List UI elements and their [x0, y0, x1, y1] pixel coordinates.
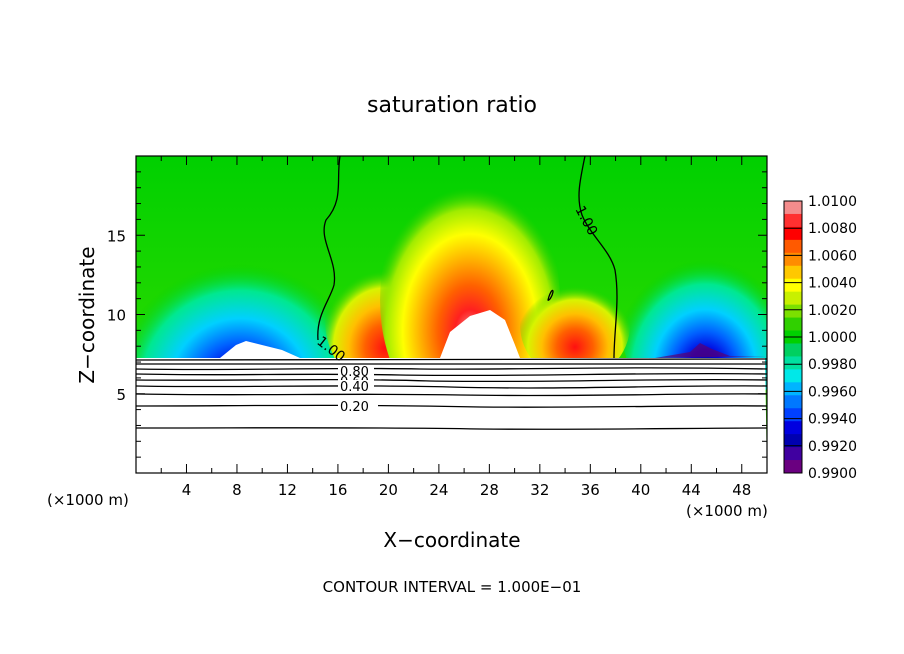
colorbar-swatch [784, 252, 802, 267]
chart-title: saturation ratio [367, 93, 537, 118]
contour-line-small [547, 289, 554, 301]
colorbar-label: 1.0040 [808, 276, 857, 292]
colorbar-label: 1.0080 [808, 221, 857, 237]
x-tick-label: 44 [682, 481, 701, 499]
contour-line-0.70 [136, 367, 767, 371]
colorbar-swatch [784, 304, 802, 319]
contour-line-0.20 [136, 404, 767, 408]
colorbar-swatch [784, 239, 802, 254]
colorbar-label: 1.0020 [808, 303, 857, 319]
contour-lines [136, 156, 767, 430]
heatmap-field [136, 156, 767, 473]
warm-core-right [520, 270, 630, 380]
colorbar-label: 0.9900 [808, 466, 857, 482]
y-tick-label: 10 [107, 307, 126, 325]
colorbar-swatch [784, 395, 802, 409]
x-tick-label: 16 [328, 481, 347, 499]
colorbar-swatch [784, 343, 802, 357]
contour-line-0.10 [136, 427, 767, 430]
x-unit-label-left: (×1000 m) [47, 491, 129, 509]
y-axis-title: Z−coordinate [75, 246, 99, 383]
colorbar-label: 1.0060 [808, 248, 857, 264]
x-tick-label: 4 [182, 481, 192, 499]
x-tick-label: 8 [232, 481, 242, 499]
contour-line-0.30 [136, 393, 767, 397]
contour-line-0.90 [136, 358, 767, 361]
colorbar-swatch [784, 213, 802, 228]
colorbar-label: 1.0100 [808, 194, 857, 210]
contour-line-0.40 [136, 385, 767, 389]
colorbar-label: 0.9960 [808, 384, 857, 400]
colorbar-label: 0.9980 [808, 357, 857, 373]
colorbar-swatch [784, 382, 802, 396]
colorbar: 1.0100 1.0080 1.0060 1.0040 1.0020 1.0000 0.99… [783, 194, 857, 482]
contour-label-0.20: 0.20 [340, 400, 369, 415]
contour-line-1.00-right [578, 156, 618, 359]
colorbar-swatch [784, 317, 802, 332]
x-axis-title: X−coordinate [383, 528, 520, 552]
colorbar-label: 0.9920 [808, 439, 857, 455]
colorbar-swatch [784, 356, 802, 370]
x-tick-label: 36 [581, 481, 600, 499]
contour-line-0.50 [136, 378, 767, 383]
x-tick-label: 40 [631, 481, 650, 499]
y-axis-ticks: 5 10 15 [107, 171, 767, 458]
colorbar-swatch [784, 226, 802, 241]
colorbar-swatch [784, 421, 802, 435]
colorbar-swatch [784, 447, 802, 461]
colorbar-swatch [784, 460, 802, 474]
x-tick-label: 28 [480, 481, 499, 499]
x-unit-label-right: (×1000 m) [686, 502, 768, 520]
colorbar-swatch [784, 201, 802, 215]
colorbar-label: 1.0000 [808, 330, 857, 346]
colorbar-swatch [784, 291, 802, 306]
x-tick-label: 20 [379, 481, 398, 499]
x-axis-ticks: 4 8 12 16 20 24 28 32 36 40 44 48 [160, 156, 751, 499]
x-tick-label: 48 [732, 481, 751, 499]
contour-line-1.00-left [317, 156, 341, 341]
x-tick-label: 32 [530, 481, 549, 499]
contour-line-0.60 [136, 372, 767, 377]
colorbar-swatch [784, 278, 802, 293]
colorbar-swatch [784, 408, 802, 422]
contour-line-0.80 [136, 363, 767, 365]
saturated-region [440, 310, 520, 358]
colorbar-swatch [784, 434, 802, 448]
x-tick-label: 24 [429, 481, 448, 499]
y-tick-label: 15 [107, 227, 126, 245]
contour-interval-text: CONTOUR INTERVAL = 1.000E−01 [323, 578, 582, 596]
contour-label-0.40: 0.40 [340, 380, 369, 395]
y-tick-label: 5 [116, 386, 126, 404]
colorbar-swatch [784, 369, 802, 383]
colorbar-swatch [784, 265, 802, 280]
colorbar-label: 0.9940 [808, 412, 857, 428]
x-tick-label: 12 [278, 481, 297, 499]
